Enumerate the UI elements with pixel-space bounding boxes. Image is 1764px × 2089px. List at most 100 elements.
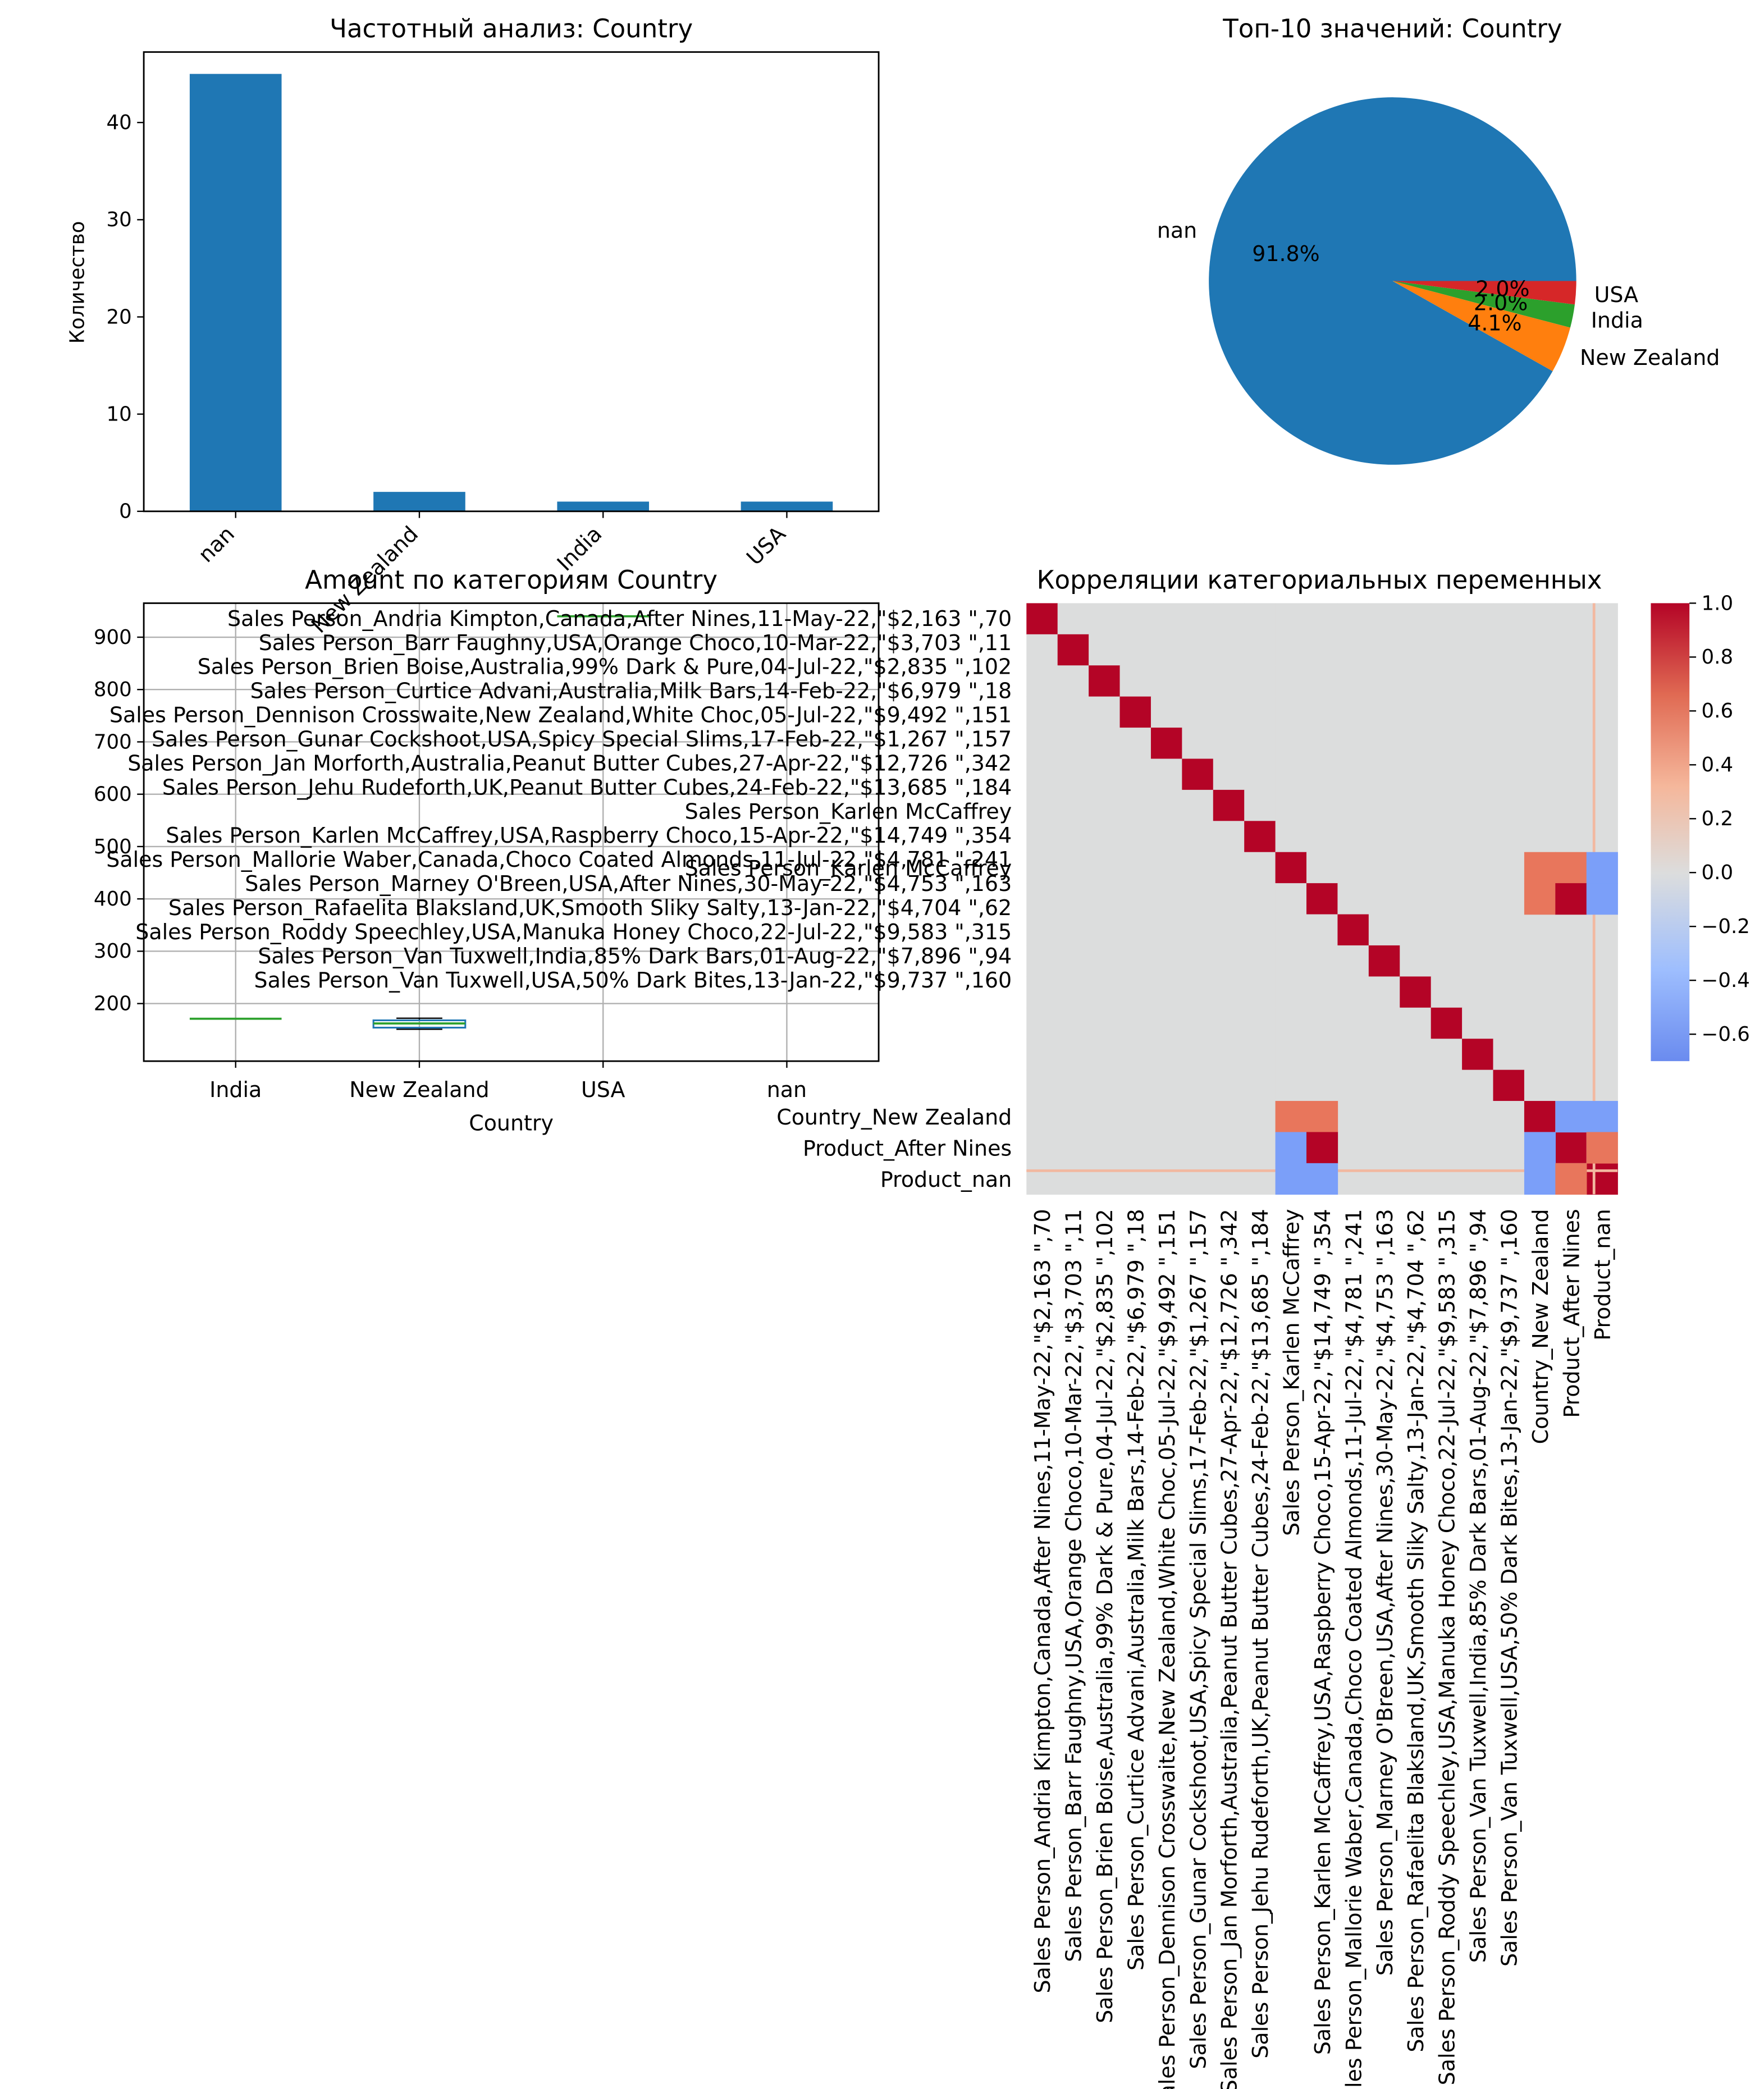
heatmap-cell: [1400, 976, 1432, 1008]
heatmap-cell: [1275, 914, 1307, 946]
heatmap-cell: [1431, 1069, 1463, 1101]
heatmap-cell: [1244, 789, 1276, 822]
x-tick-label: USA: [742, 522, 790, 570]
overlap-label: Sales Person_Mallorie Waber,Canada,Choco…: [106, 847, 1012, 872]
heatmap-cell: [1213, 728, 1245, 760]
heatmap-cell: [1182, 634, 1214, 666]
heatmap-cell: [1213, 1069, 1245, 1101]
heatmap-row-label: Country_New Zealand: [776, 1105, 1012, 1130]
pie-label: nan: [1157, 218, 1197, 243]
heatmap-cell: [1368, 665, 1400, 697]
heatmap-cell: [1089, 789, 1121, 822]
heatmap-cell: [1524, 1101, 1556, 1133]
heatmap-cell: [1337, 1007, 1369, 1039]
heatmap-cell: [1026, 1039, 1058, 1071]
pie-slice: [1209, 97, 1576, 465]
heatmap-cell: [1431, 758, 1463, 790]
heatmap-cell: [1119, 914, 1151, 946]
heatmap-cell: [1493, 883, 1525, 915]
heatmap-cell: [1213, 945, 1245, 977]
pie-chart-title: Топ-10 значений: Country: [1222, 14, 1562, 44]
heatmap-cell: [1057, 789, 1089, 822]
heatmap-cell: [1213, 758, 1245, 790]
heatmap-cell: [1244, 1132, 1276, 1164]
heatmap-cell: [1026, 945, 1058, 977]
heatmap-cell: [1057, 603, 1089, 635]
heatmap-cell: [1462, 1101, 1494, 1133]
heatmap-cell: [1275, 883, 1307, 915]
heatmap-cell: [1150, 634, 1183, 666]
heatmap-cell: [1089, 976, 1121, 1008]
pie-slice: [1392, 281, 1570, 372]
heatmap-cell: [1275, 696, 1307, 728]
heatmap-cell: [1244, 852, 1276, 884]
heatmap-cell: [1524, 976, 1556, 1008]
y-tick-label: 10: [107, 403, 132, 426]
heatmap-cell: [1493, 1039, 1525, 1071]
heatmap-cell: [1119, 603, 1151, 635]
heatmap-cell: [1555, 758, 1587, 790]
heatmap-cell: [1213, 665, 1245, 697]
heatmap-cell: [1524, 634, 1556, 666]
heatmap-cell: [1150, 603, 1183, 635]
heatmap-cell: [1337, 665, 1369, 697]
heatmap-cell: [1026, 883, 1058, 915]
heatmap-cell: [1026, 1069, 1058, 1101]
heatmap-cell: [1057, 852, 1089, 884]
heatmap-cell: [1462, 603, 1494, 635]
heatmap-cell: [1368, 696, 1400, 728]
box-plot-x-ticks: India New Zealand USA nan: [209, 1061, 807, 1102]
heatmap-cell: [1244, 945, 1276, 977]
heatmap-colorbar: 1.0 0.8 0.6 0.4 0.2 0.0 −0.2 −0.4 −0.6: [1651, 592, 1750, 1062]
heatmap-cell: [1555, 976, 1587, 1008]
heatmap-cell: [1182, 821, 1214, 853]
heatmap-cell: [1431, 852, 1463, 884]
heatmap-cell: [1306, 696, 1338, 728]
heatmap-cell: [1306, 603, 1338, 635]
heatmap-cell: [1275, 789, 1307, 822]
heatmap-cell: [1337, 1163, 1369, 1195]
heatmap-cell: [1555, 914, 1587, 946]
heatmap-cell: [1306, 945, 1338, 977]
heatmap-cell: [1275, 758, 1307, 790]
heatmap-cell: [1119, 634, 1151, 666]
heatmap-cell: [1400, 634, 1432, 666]
heatmap-cell: [1431, 1163, 1463, 1195]
heatmap-cell: [1400, 1163, 1432, 1195]
overlap-label: Sales Person_Brien Boise,Australia,99% D…: [198, 655, 1012, 679]
heatmap-column-labels: Sales Person_Andria Kimpton,Canada,After…: [1030, 1209, 1615, 2089]
heatmap-cell: [1182, 914, 1214, 946]
pie-slice: [1392, 281, 1576, 305]
overlap-label: Sales Person_Rafaelita Blaksland,UK,Smoo…: [168, 895, 1012, 920]
colorbar-gradient: [1651, 603, 1690, 1062]
heatmap-cell: [1089, 696, 1121, 728]
heatmap-cell: [1493, 821, 1525, 853]
heatmap-cell: [1462, 914, 1494, 946]
heatmap-cell: [1089, 945, 1121, 977]
pie-percent-label: 2.0%: [1475, 276, 1529, 301]
heatmap-cell: [1182, 976, 1214, 1008]
heatmap-cell: [1368, 1007, 1400, 1039]
heatmap-cell: [1057, 1101, 1089, 1133]
overlap-label: Sales Person_Jan Morforth,Australia,Pean…: [127, 751, 1012, 775]
heatmap-cell: [1057, 821, 1089, 853]
colorbar-tick-label: 0.8: [1702, 646, 1734, 669]
heatmap-cell: [1493, 1163, 1525, 1195]
heatmap-column-label: Sales Person_Gunar Cockshoot,USA,Spicy S…: [1186, 1209, 1210, 2069]
heatmap-cell: [1275, 728, 1307, 760]
colorbar-tick-label: 0.0: [1702, 861, 1734, 884]
bar: [557, 501, 650, 511]
heatmap-cell: [1306, 789, 1338, 822]
heatmap-column-label: Sales Person_Mallorie Waber,Canada,Choco…: [1341, 1209, 1366, 2089]
heatmap-cell: [1182, 883, 1214, 915]
heatmap-cell: [1089, 1101, 1121, 1133]
heatmap-cell: [1150, 852, 1183, 884]
heatmap-cell: [1089, 728, 1121, 760]
heatmap-cell: [1089, 883, 1121, 915]
heatmap-cell: [1026, 634, 1058, 666]
heatmap-cell: [1493, 696, 1525, 728]
heatmap-cell: [1026, 728, 1058, 760]
heatmap-cell: [1400, 821, 1432, 853]
heatmap-cell: [1182, 1039, 1214, 1071]
box-plot-panel: 200 300 400 500 600 700 800 900 India New Zealan…: [94, 565, 1012, 1135]
